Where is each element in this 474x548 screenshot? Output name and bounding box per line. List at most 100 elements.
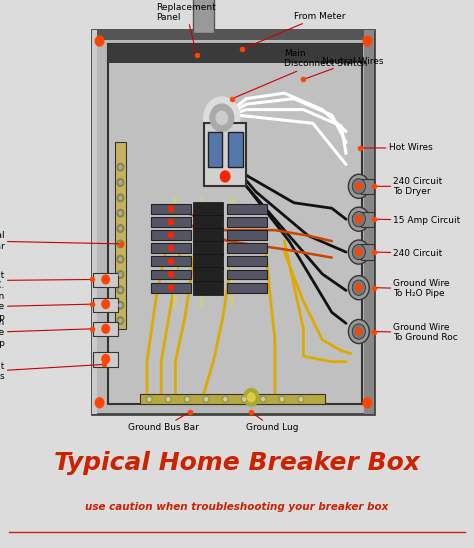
Bar [151,283,191,293]
Circle shape [119,304,122,307]
Circle shape [356,284,362,291]
Circle shape [95,36,104,46]
Circle shape [348,276,369,300]
Circle shape [222,396,228,402]
Bar [193,241,223,255]
Bar [151,204,191,214]
Circle shape [95,398,104,408]
Bar [108,44,362,404]
Bar [151,270,191,279]
Circle shape [119,196,122,199]
Circle shape [168,272,173,277]
Circle shape [356,249,362,255]
Circle shape [300,398,302,401]
Circle shape [281,398,283,401]
Circle shape [119,273,122,276]
Circle shape [117,194,124,202]
Text: Neutral Wires: Neutral Wires [303,57,384,79]
Bar [227,270,267,279]
Text: Kitchen
Receptacle
20 Amp: Kitchen Receptacle 20 Amp [0,292,92,322]
Text: 240 Circuit: 240 Circuit [374,249,443,258]
Bar [193,228,223,242]
Circle shape [119,212,122,215]
Circle shape [119,227,122,230]
Bar [92,30,374,40]
Circle shape [210,104,234,132]
Circle shape [352,212,365,227]
Text: Ground Wire
To H₂O Pipe: Ground Wire To H₂O Pipe [374,279,450,299]
Circle shape [363,36,372,46]
Text: use caution when troubleshooting your breaker box: use caution when troubleshooting your br… [85,502,389,512]
Bar [92,30,374,414]
Text: 15 Amp Circuit: 15 Amp Circuit [374,216,461,225]
Circle shape [262,398,264,401]
Text: Ground Wire
To Ground Roc: Ground Wire To Ground Roc [374,323,458,342]
Circle shape [356,216,362,222]
Circle shape [117,271,124,278]
Bar [364,30,374,414]
Circle shape [119,319,122,322]
Circle shape [117,286,124,294]
Circle shape [216,111,228,124]
Circle shape [146,396,152,402]
Bar [93,352,118,367]
Bar [93,273,118,287]
Bar [227,217,267,227]
Bar [208,132,222,167]
Circle shape [224,398,227,401]
Text: Replacement
Panel: Replacement Panel [156,3,216,55]
Text: Main
Disconnect Switch: Main Disconnect Switch [232,49,368,99]
Circle shape [356,328,362,335]
Circle shape [168,246,173,251]
Circle shape [168,219,173,225]
Circle shape [243,398,246,401]
Circle shape [247,393,255,402]
Circle shape [102,324,109,333]
Text: Hot Wires: Hot Wires [360,144,432,152]
Circle shape [352,179,365,194]
Bar [115,142,126,329]
Circle shape [117,209,124,217]
Bar [151,217,191,227]
Circle shape [119,242,122,246]
Circle shape [119,288,122,292]
Bar [173,197,177,307]
Circle shape [168,285,173,290]
Circle shape [168,206,173,212]
Bar [230,197,234,307]
Bar [228,132,243,167]
Bar [193,215,223,229]
Text: Neutral
Bus Bar: Neutral Bus Bar [0,231,121,251]
Bar [361,212,374,227]
Bar [93,298,118,312]
Circle shape [205,398,208,401]
Bar [151,243,191,253]
Circle shape [117,179,124,186]
Circle shape [167,398,170,401]
Circle shape [148,398,151,401]
Circle shape [348,174,369,198]
Text: Kitchen
Receptacle
20 Amp: Kitchen Receptacle 20 Amp [0,318,92,347]
Bar [92,30,97,414]
Circle shape [168,232,173,238]
Circle shape [241,396,247,402]
Circle shape [102,275,109,284]
Circle shape [244,389,259,406]
Bar [227,243,267,253]
Circle shape [184,396,190,402]
Circle shape [165,396,171,402]
Bar [151,230,191,240]
Circle shape [204,97,240,139]
Bar [193,281,223,295]
Bar [227,230,267,240]
Circle shape [117,301,124,309]
Bar [204,123,246,186]
Bar [140,394,325,404]
Text: Typical Home Breaker Box: Typical Home Breaker Box [54,451,420,475]
Circle shape [203,396,209,402]
Bar [227,204,267,214]
Circle shape [168,259,173,264]
Circle shape [117,163,124,171]
Circle shape [117,317,124,324]
Circle shape [348,240,369,264]
